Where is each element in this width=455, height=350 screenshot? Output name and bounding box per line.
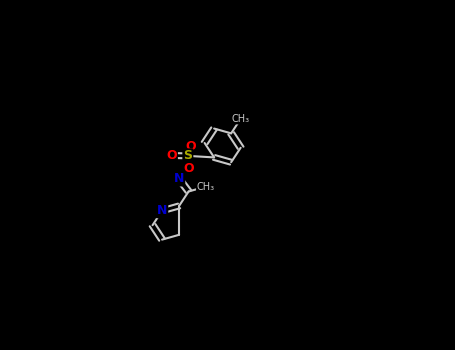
Text: N: N bbox=[174, 173, 184, 186]
Text: O: O bbox=[183, 162, 194, 175]
Text: N: N bbox=[157, 204, 167, 217]
Text: S: S bbox=[183, 149, 192, 162]
Text: O: O bbox=[186, 140, 197, 153]
Text: CH₃: CH₃ bbox=[197, 182, 215, 192]
Text: O: O bbox=[166, 149, 177, 162]
Text: CH₃: CH₃ bbox=[232, 114, 250, 124]
